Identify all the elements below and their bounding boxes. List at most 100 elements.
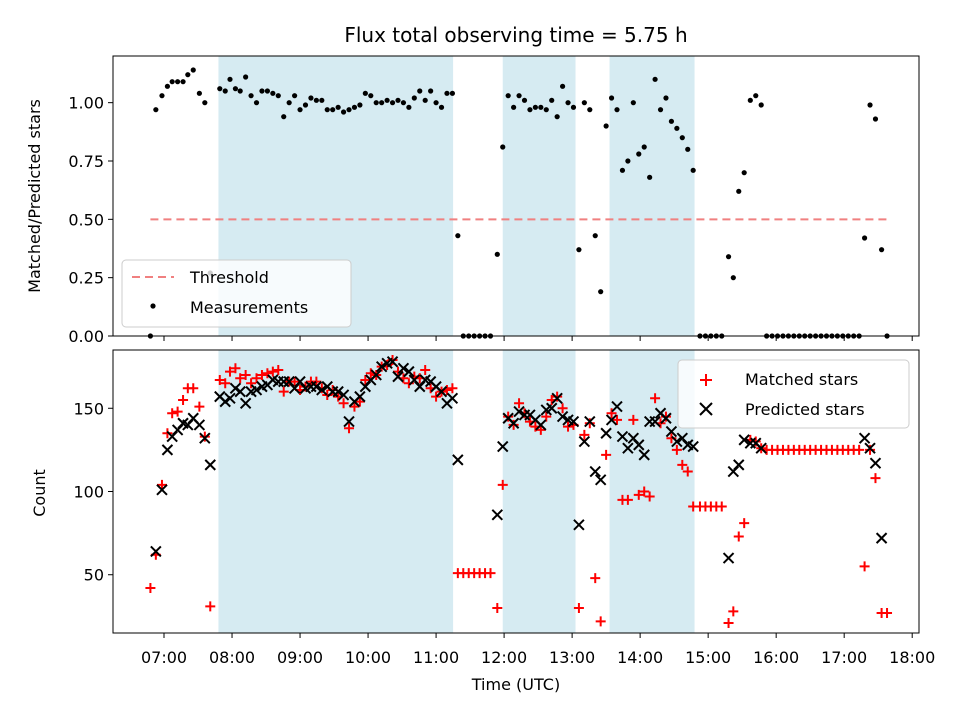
dot-point-0-77 — [570, 104, 577, 110]
dot-point-0-16 — [237, 88, 243, 94]
chart-title: Flux total observing time = 5.75 h — [344, 23, 687, 47]
plus-point-0-89 — [633, 489, 644, 500]
dot-point-0-5 — [175, 79, 181, 85]
dot-point-0-36 — [346, 107, 352, 113]
plus-point-0-79 — [579, 429, 590, 440]
plus-point-0-55 — [447, 383, 458, 394]
dot-point-0-14 — [227, 76, 233, 82]
x-point-1-76 — [600, 427, 612, 439]
x-point-1-72 — [578, 435, 591, 448]
x-point-1-73 — [584, 415, 596, 428]
plus-point-0-97 — [677, 459, 688, 470]
dot-point-0-79 — [581, 100, 587, 106]
xtick-label: 14:00 — [617, 648, 663, 667]
dot-point-0-75 — [559, 83, 566, 89]
plus-point-0-17 — [240, 369, 251, 380]
xtick-label: 08:00 — [209, 648, 255, 667]
plus-point-0-37 — [349, 401, 360, 412]
plus-point-0-0 — [145, 583, 156, 594]
count-ytick-label: 150 — [73, 399, 104, 418]
plus-point-0-16 — [235, 373, 246, 384]
plus-point-0-15 — [230, 363, 241, 374]
plus-point-0-38 — [354, 396, 365, 407]
x-point-1-35 — [343, 415, 355, 428]
x-point-1-9 — [199, 432, 211, 444]
dot-point-0-70 — [532, 104, 538, 110]
dot-point-0-47 — [406, 104, 412, 110]
plus-point-0-132 — [870, 473, 881, 484]
x-point-1-18 — [250, 384, 263, 396]
x-point-1-59 — [507, 417, 520, 429]
dot-point-0-66 — [511, 104, 517, 110]
plus-point-0-39 — [360, 374, 371, 385]
count-ytick-label: 100 — [73, 483, 104, 502]
dot-point-0-98 — [685, 146, 691, 152]
ratio-ytick-label: 0.50 — [68, 210, 104, 229]
plus-point-0-72 — [541, 411, 552, 422]
plus-point-0-104 — [716, 501, 727, 512]
plus-point-0-5 — [172, 406, 183, 417]
plus-point-0-36 — [344, 423, 355, 434]
dot-point-0-15 — [232, 86, 239, 92]
x-point-1-85 — [649, 415, 661, 428]
dot-point-0-39 — [362, 90, 368, 96]
plus-point-0-50 — [420, 364, 431, 375]
count-ylabel: Count — [30, 469, 49, 517]
dot-point-0-32 — [324, 107, 330, 113]
x-point-1-10 — [204, 459, 216, 471]
plus-point-0-20 — [256, 369, 267, 380]
ratio-ytick-label: 0.75 — [68, 152, 104, 171]
dot-point-0-8 — [190, 67, 196, 73]
plus-point-0-23 — [273, 364, 284, 375]
dot-point-0-29 — [308, 95, 314, 101]
dot-point-0-54 — [444, 90, 450, 96]
dot-point-0-24 — [281, 114, 287, 120]
x-point-1-30 — [316, 384, 328, 396]
dot-point-0-87 — [625, 158, 631, 164]
dot-point-0-55 — [449, 90, 456, 96]
dot-point-0-85 — [614, 107, 620, 113]
dot-point-0-18 — [248, 93, 254, 99]
dot-point-0-64 — [500, 144, 506, 150]
plus-point-0-71 — [535, 424, 546, 435]
plus-point-0-76 — [563, 421, 574, 432]
xtick-label: 13:00 — [549, 648, 595, 667]
ratio-legend-box — [121, 259, 352, 328]
legend-measurements-swatch — [150, 303, 156, 309]
dot-point-0-44 — [389, 100, 396, 106]
plus-point-0-84 — [606, 408, 617, 419]
x-point-1-16 — [239, 397, 252, 409]
x-point-1-44 — [392, 370, 404, 383]
dot-point-0-27 — [297, 107, 303, 113]
dot-point-0-110 — [753, 93, 759, 99]
x-point-1-34 — [337, 389, 350, 401]
legend-matched-label: Matched stars — [745, 370, 858, 389]
dot-point-0-95 — [668, 118, 675, 124]
x-point-1-82 — [633, 439, 645, 451]
dot-point-0-67 — [516, 93, 522, 99]
ratio-legend: Threshold Measurements — [121, 259, 352, 328]
dot-point-0-33 — [330, 107, 336, 113]
plus-point-0-129 — [854, 444, 865, 455]
x-point-1-57 — [497, 440, 509, 453]
dot-point-0-65 — [505, 93, 511, 99]
x-point-1-64 — [535, 419, 547, 431]
count-series-1 — [150, 355, 888, 564]
plus-point-0-8 — [188, 383, 199, 394]
dot-point-0-30 — [313, 97, 319, 103]
plus-point-0-108 — [739, 518, 750, 529]
plus-point-0-18 — [246, 378, 257, 389]
dot-point-0-96 — [674, 125, 680, 131]
count-legend-box — [677, 359, 910, 429]
dot-point-0-26 — [292, 93, 298, 99]
plus-point-0-30 — [311, 376, 322, 387]
plus-point-0-131 — [865, 444, 876, 455]
dot-point-0-83 — [603, 123, 609, 129]
dot-point-0-46 — [400, 100, 407, 106]
x-point-1-89 — [671, 435, 683, 448]
plus-point-0-74 — [552, 391, 563, 402]
x-point-1-71 — [573, 519, 585, 531]
plus-point-0-26 — [289, 376, 300, 387]
plus-point-0-19 — [251, 373, 262, 384]
xtick-label: 10:00 — [345, 648, 391, 667]
